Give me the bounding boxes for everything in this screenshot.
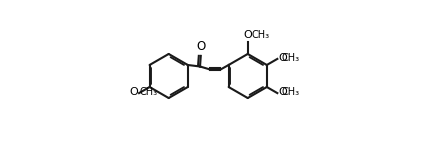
Text: O: O [130,87,138,97]
Text: CH₃: CH₃ [251,30,270,40]
Text: CH₃: CH₃ [282,87,300,97]
Text: O: O [278,87,287,97]
Text: O: O [278,53,287,63]
Text: O: O [243,30,252,40]
Text: CH₃: CH₃ [139,87,158,97]
Text: O: O [196,40,206,53]
Text: CH₃: CH₃ [282,53,300,63]
